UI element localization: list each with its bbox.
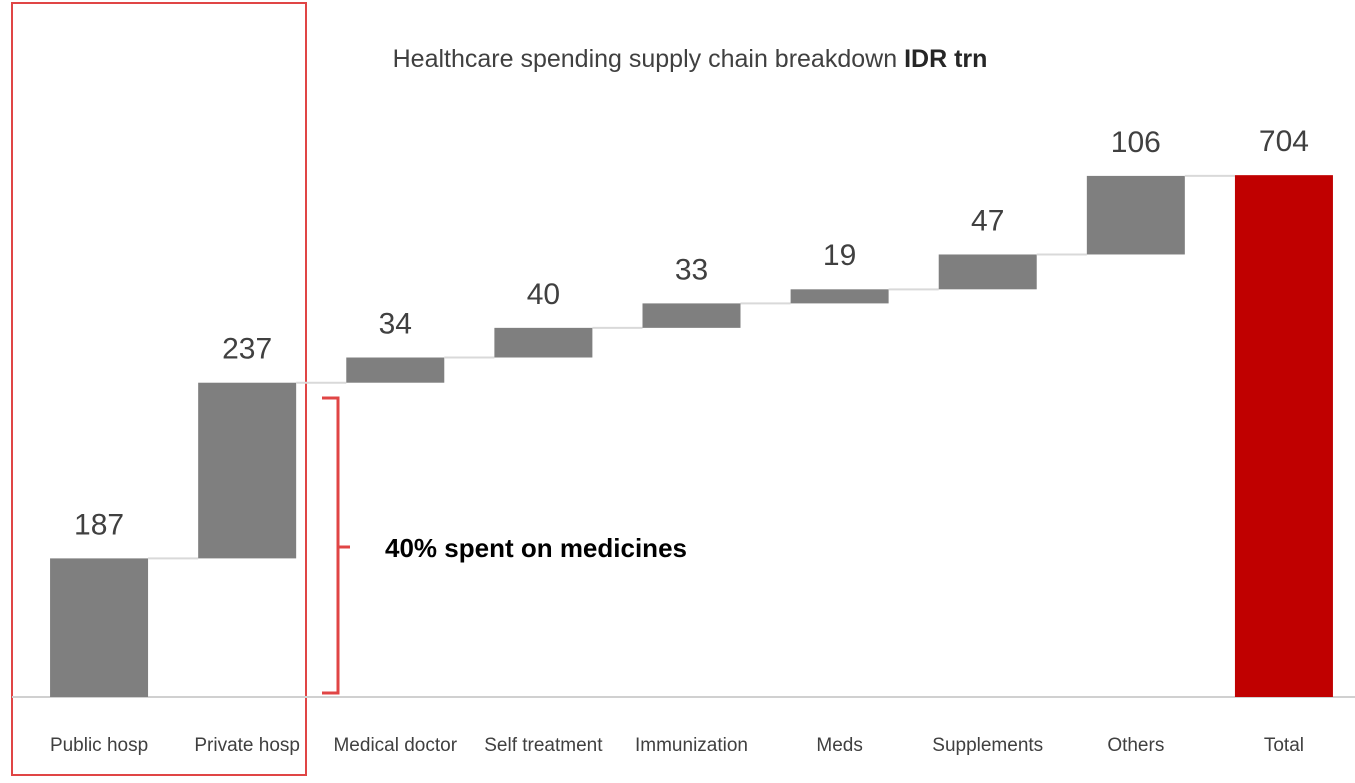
bracket: [322, 396, 350, 695]
bar: [938, 254, 1037, 290]
value-label: 187: [74, 508, 124, 541]
x-tick-label: Public hosp: [50, 735, 148, 756]
annotation: 40% spent on medicines: [385, 533, 687, 563]
value-label: 47: [971, 204, 1004, 237]
bar: [494, 327, 593, 358]
value-label: 34: [379, 307, 412, 340]
x-tick-label: Self treatment: [484, 735, 603, 756]
bar: [642, 303, 741, 328]
value-label: 33: [675, 253, 708, 286]
x-tick-label: Meds: [816, 735, 862, 756]
x-tick-label: Medical doctor: [333, 735, 457, 756]
highlight-box: [11, 2, 307, 776]
bar: [198, 382, 297, 559]
value-label: 704: [1259, 125, 1309, 158]
value-label: 19: [823, 239, 856, 272]
value-label: 237: [222, 333, 272, 366]
title-text: Healthcare spending supply chain breakdo…: [393, 45, 898, 73]
bar: [50, 558, 149, 697]
x-tick-label: Total: [1264, 735, 1304, 756]
bar: [346, 357, 445, 383]
chart-title: Healthcare spending supply chain breakdo…: [393, 45, 988, 73]
x-tick-label: Supplements: [932, 735, 1043, 756]
x-tick-label: Immunization: [635, 735, 748, 756]
bar: [1086, 175, 1185, 255]
value-label: 40: [527, 278, 560, 311]
title-unit: IDR trn: [904, 45, 987, 73]
x-tick-label: Others: [1107, 735, 1164, 756]
bar: [1234, 175, 1333, 697]
value-label: 106: [1111, 126, 1161, 159]
x-tick-label: Private hosp: [194, 735, 300, 756]
bar: [790, 289, 889, 304]
